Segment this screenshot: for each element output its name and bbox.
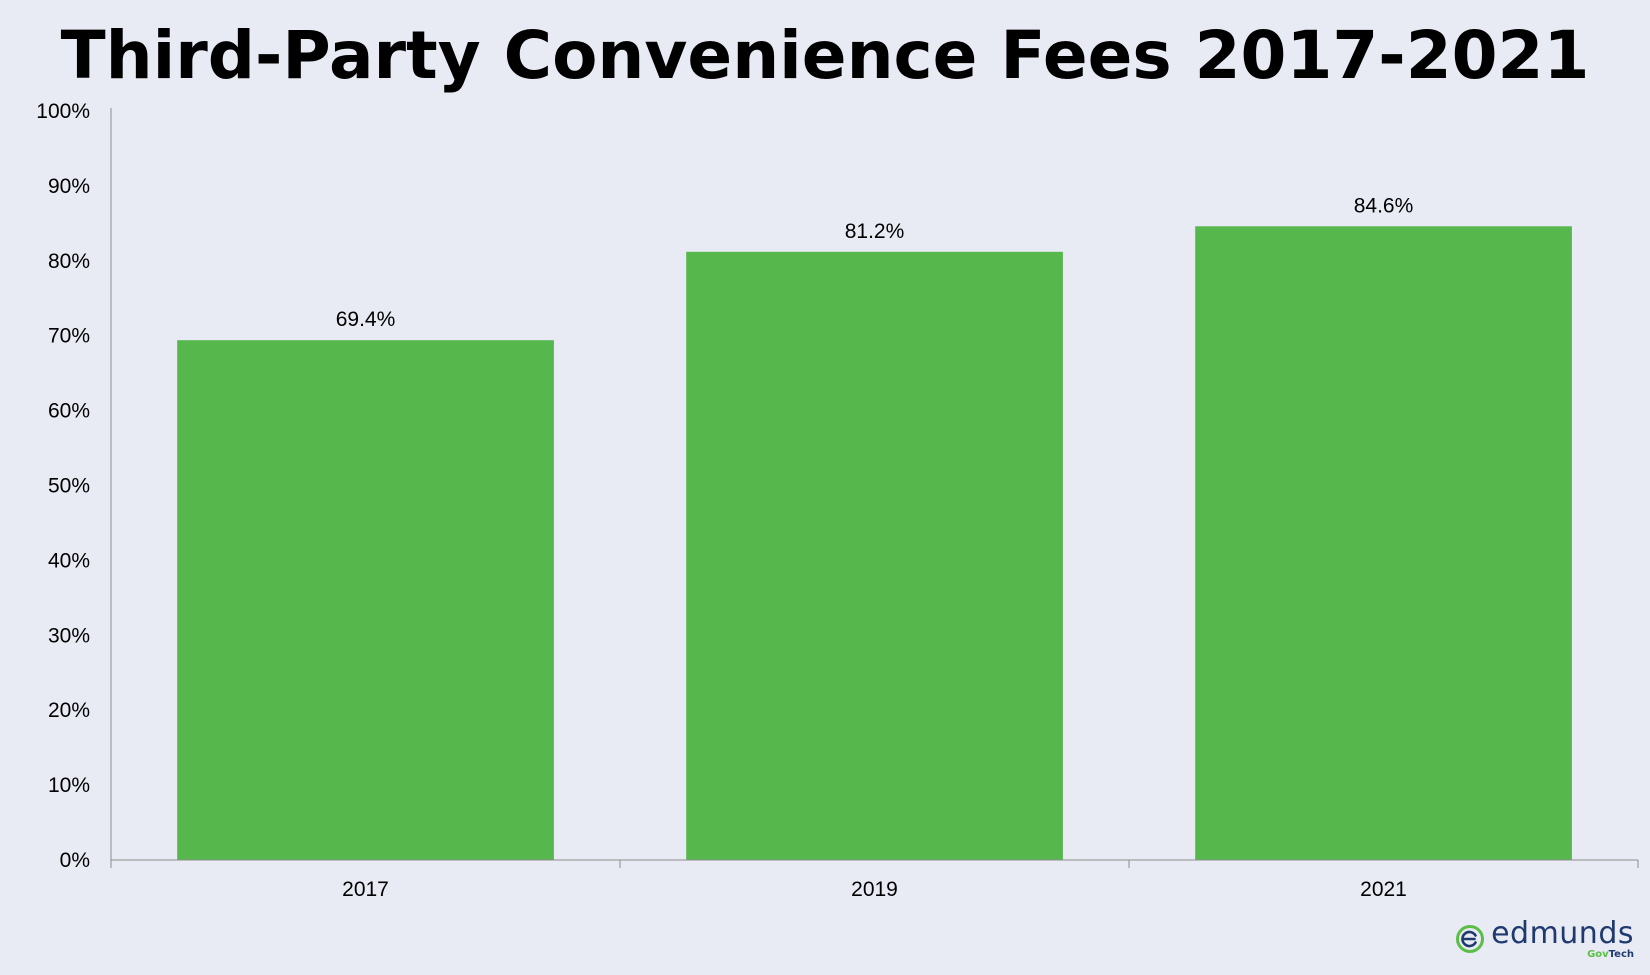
y-tick-label-100: 100%	[36, 100, 90, 123]
data-label-2021: 84.6%	[1354, 194, 1414, 217]
bar-2017	[177, 340, 554, 860]
bar-2019	[686, 251, 1063, 861]
bars-layer	[177, 226, 1572, 861]
labels-layer: 69.4% 2017 81.2% 2019 84.6% 2021 0% 10% 20% 30% 40…	[36, 100, 1413, 901]
edmunds-govtech-logo: edmunds GovTech	[1455, 916, 1634, 962]
x-tick-label-2019: 2019	[851, 878, 898, 901]
logo-wordmark: edmunds	[1491, 916, 1634, 951]
y-tick-label-90: 90%	[48, 175, 90, 198]
y-tick-label-70: 70%	[48, 325, 90, 348]
y-tick-label-10: 10%	[48, 774, 90, 797]
x-tick-label-2017: 2017	[342, 878, 389, 901]
logo-subtitle: GovTech	[1587, 949, 1634, 961]
x-tick-label-2021: 2021	[1360, 878, 1407, 901]
y-tick-label-40: 40%	[48, 549, 90, 572]
logo-sub-gov: Gov	[1587, 949, 1609, 960]
axes-layer	[110, 108, 1639, 868]
edmunds-e-logo-icon	[1456, 925, 1485, 953]
data-label-2019: 81.2%	[845, 220, 905, 243]
logo-text: edmunds GovTech	[1491, 916, 1634, 962]
y-tick-label-60: 60%	[48, 400, 90, 423]
logo-sub-tech: Tech	[1608, 949, 1634, 960]
y-tick-label-0: 0%	[60, 849, 90, 872]
y-tick-label-20: 20%	[48, 699, 90, 722]
data-label-2017: 69.4%	[336, 308, 396, 331]
chart-title: Third-Party Convenience Fees 2017-2021	[60, 17, 1590, 94]
bar-2021	[1195, 226, 1572, 861]
y-tick-label-30: 30%	[48, 624, 90, 647]
y-tick-label-80: 80%	[48, 250, 90, 273]
y-tick-label-50: 50%	[48, 475, 90, 498]
